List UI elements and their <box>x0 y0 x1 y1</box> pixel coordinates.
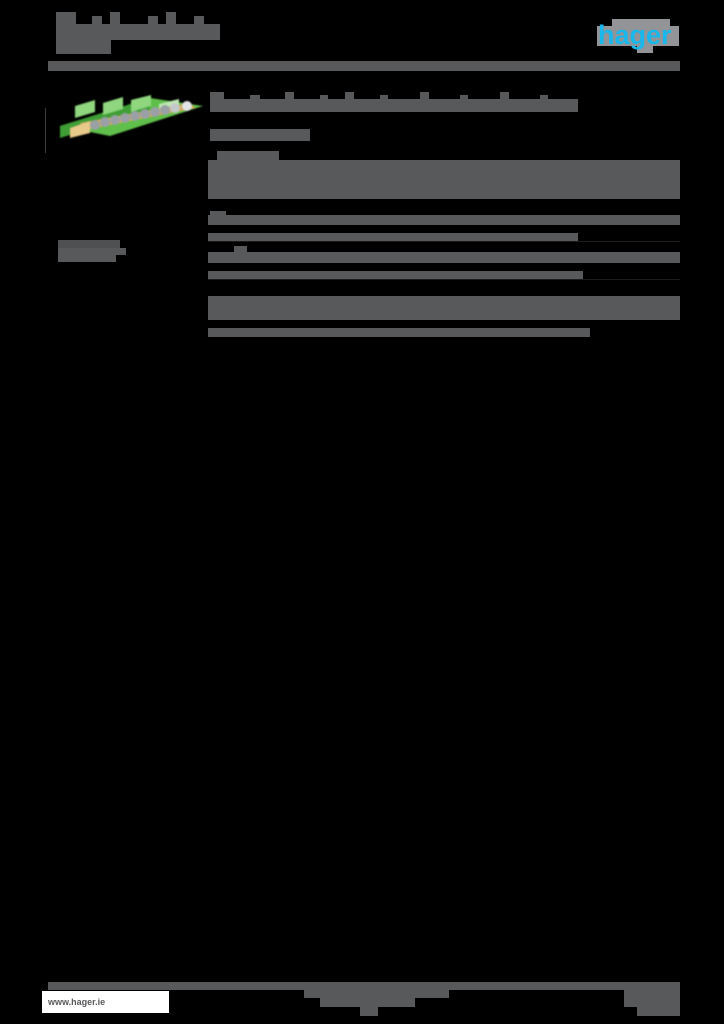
svg-text:hager: hager <box>598 20 672 50</box>
